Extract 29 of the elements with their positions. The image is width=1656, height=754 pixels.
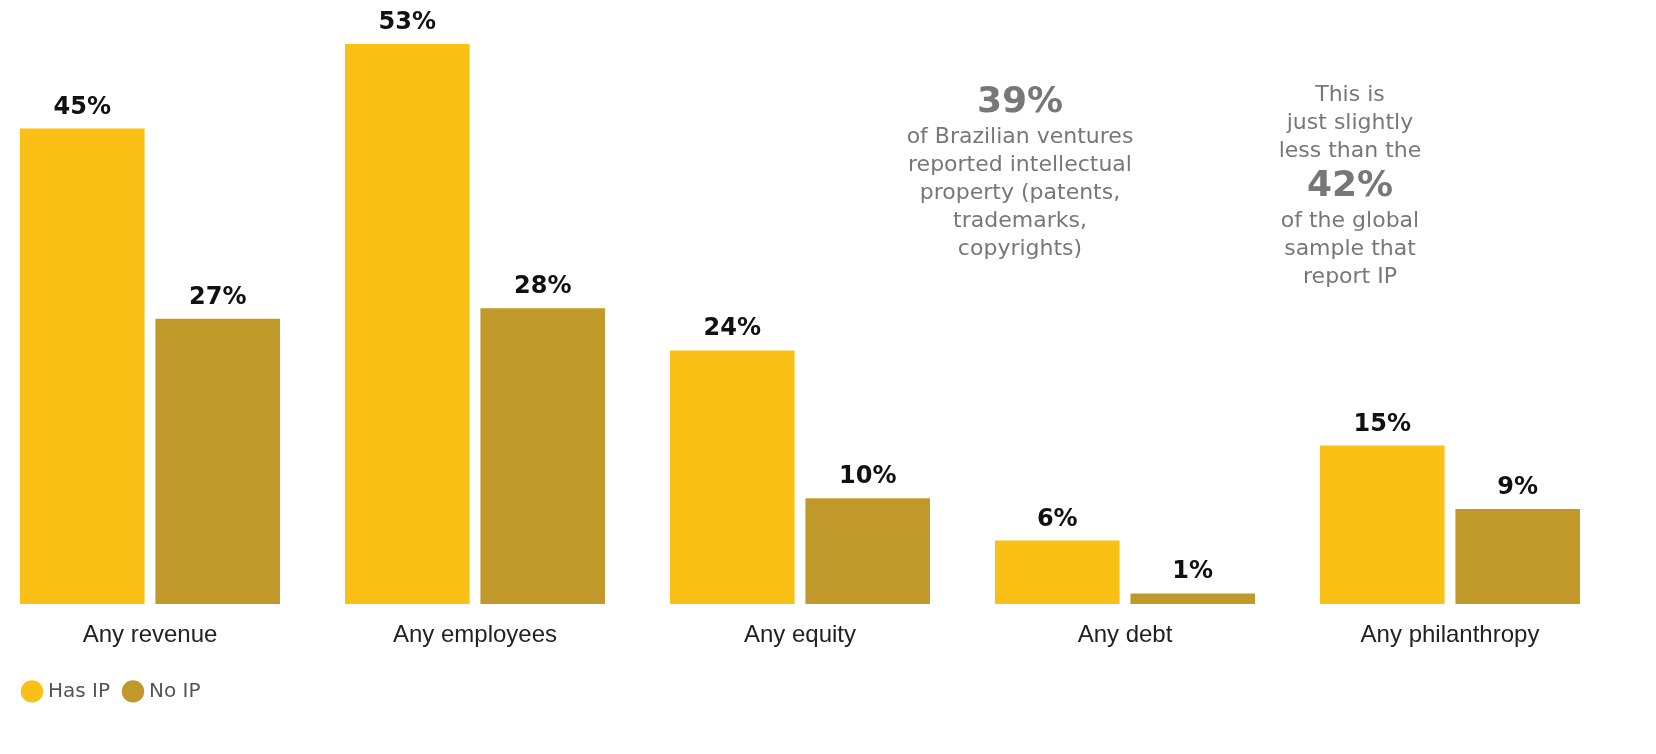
x-tick-label: Any equity	[743, 619, 857, 647]
annotation: 39% of Brazilian ventures reported intellectual property (patents, trademarks, copyrights)	[906, 79, 1134, 260]
annotation: This is just slightly less than the 42% of the global sample that report IP	[1278, 81, 1422, 288]
x-tick-label: Any philanthropy	[1360, 619, 1540, 647]
bar	[805, 498, 930, 604]
bar	[1130, 593, 1255, 604]
legend-label: Has IP	[48, 678, 111, 703]
data-label: 45%	[53, 91, 112, 120]
data-label: 10%	[838, 461, 897, 490]
data-label: 15%	[1353, 408, 1412, 437]
bar	[995, 540, 1120, 604]
data-label: 1%	[1172, 556, 1214, 585]
legend-label: No IP	[149, 678, 201, 703]
bar	[480, 308, 605, 604]
data-label: 24%	[703, 313, 762, 342]
data-label: 28%	[513, 271, 572, 300]
bar	[20, 128, 145, 604]
data-label: 53%	[378, 7, 437, 35]
x-tick-label: Any debt	[1077, 619, 1173, 647]
x-tick-label: Any employees	[392, 619, 558, 647]
data-label: 6%	[1036, 503, 1078, 532]
bar	[670, 350, 795, 604]
bar	[1320, 445, 1445, 604]
bar	[155, 318, 280, 604]
bar	[1455, 508, 1580, 604]
x-tick-label: Any revenue	[82, 619, 218, 647]
data-label: 27%	[188, 281, 247, 310]
data-label: 9%	[1497, 471, 1539, 500]
bar	[345, 44, 470, 604]
